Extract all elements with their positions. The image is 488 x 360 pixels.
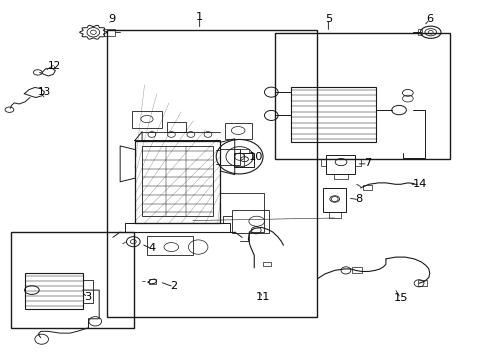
Text: 4: 4 (148, 243, 155, 253)
Bar (363, 185, 371, 190)
Bar (326, 155, 354, 174)
Text: 13: 13 (38, 87, 51, 97)
Bar (11, 231, 134, 328)
Bar (149, 279, 156, 284)
Text: 7: 7 (364, 158, 371, 168)
Text: 6: 6 (426, 14, 432, 24)
Bar (322, 188, 345, 212)
Text: 12: 12 (48, 61, 61, 71)
Bar (142, 146, 212, 216)
Text: 3: 3 (84, 292, 91, 302)
Text: 5: 5 (324, 14, 331, 24)
Bar (417, 280, 426, 286)
Bar (132, 111, 161, 128)
Bar (104, 29, 115, 36)
Text: 11: 11 (255, 292, 270, 302)
Text: 10: 10 (248, 152, 263, 162)
Bar (107, 30, 316, 317)
Bar (167, 122, 185, 132)
Bar (232, 210, 268, 233)
Text: 8: 8 (355, 194, 362, 204)
Text: 2: 2 (170, 281, 177, 291)
Bar (25, 273, 82, 309)
Bar (417, 30, 421, 35)
Bar (290, 87, 375, 142)
Bar (351, 267, 361, 273)
Bar (147, 235, 193, 255)
Text: 1: 1 (196, 12, 203, 22)
Bar (233, 153, 254, 167)
Bar (135, 140, 220, 223)
Text: 15: 15 (392, 293, 407, 303)
Bar (274, 33, 449, 159)
Text: 14: 14 (412, 179, 427, 189)
Bar (224, 123, 251, 139)
Bar (263, 262, 270, 266)
Text: 9: 9 (108, 14, 115, 24)
Bar (220, 149, 239, 165)
